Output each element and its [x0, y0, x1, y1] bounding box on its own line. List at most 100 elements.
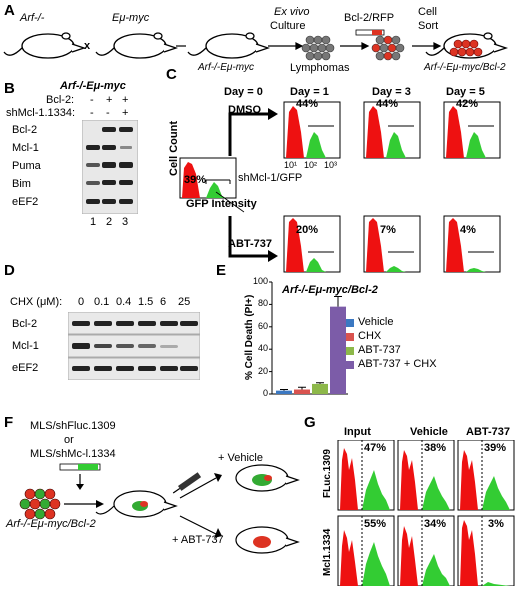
blot-b-image	[82, 120, 138, 214]
cell-label: Cell	[418, 6, 437, 18]
day0-label: Day = 0	[224, 86, 263, 98]
sh-sign-3: +	[122, 107, 129, 119]
lane-2: 2	[106, 216, 113, 228]
blot-b-label-mcl1: Mcl-1	[12, 142, 39, 154]
gfp-intensity-label: GFP Intensity	[186, 198, 257, 210]
legend-label-vehicle: Vehicle	[358, 316, 394, 328]
abt-pct-1: 20%	[296, 224, 319, 236]
e-bar-0	[276, 390, 292, 394]
dmso-pct-1: 44%	[296, 98, 319, 110]
g-pct-r1c1: 47%	[364, 442, 387, 454]
mouse-arf-label: Arf-/-	[20, 12, 45, 24]
blot-d-image	[68, 312, 200, 380]
legend-label-abt: ABT-737	[358, 344, 401, 356]
g-col-vehicle: Vehicle	[410, 426, 448, 438]
legend-label-abt-chx: ABT-737 + CHX	[358, 358, 437, 370]
e-errbar-3	[334, 296, 342, 307]
lane-3: 3	[122, 216, 129, 228]
bar-chart-e	[269, 281, 348, 395]
g-row-mcl1: Mcl1.1334	[322, 528, 333, 576]
mls-fluc-label: MLS/shFluc.1309	[30, 420, 116, 432]
panel-d-label: D	[4, 262, 15, 279]
legend-label-chx: CHX	[358, 330, 382, 342]
panel-g-label: G	[304, 414, 316, 431]
chx-label: CHX (μM):	[10, 296, 63, 308]
panel-b-title: Arf-/-Eμ-myc	[60, 80, 126, 92]
sh-sign-1: -	[90, 107, 94, 119]
e-bar-1	[294, 389, 310, 394]
blot-b-label-bcl2: Bcl-2	[12, 124, 38, 136]
panel-a-label: A	[4, 2, 15, 19]
c-tick-1: 10¹	[284, 160, 298, 170]
shmcl1-row-label: shMcl-1.1334:	[6, 107, 76, 119]
lymphomas-label: Lymphomas	[290, 62, 350, 74]
f-vehicle-label: + Vehicle	[218, 452, 263, 464]
blot-b-label-puma: Puma	[12, 160, 41, 172]
panel-g-histograms	[337, 440, 515, 586]
e-errbar-1	[298, 386, 306, 390]
f-abt-label: + ABT-737	[172, 534, 224, 546]
legend-swatch-vehicle	[346, 319, 354, 327]
c-tick-2: 10²	[304, 160, 318, 170]
day1-label: Day = 1	[290, 86, 329, 98]
panel-b-label: B	[4, 80, 15, 97]
g-pct-r2c1: 55%	[364, 518, 387, 530]
dmso-pct-5: 42%	[456, 98, 479, 110]
dose-1: 0.1	[94, 296, 110, 308]
f-cells-label: Arf-/-Eμ-myc/Bcl-2	[6, 518, 96, 530]
blot-d-label-mcl1: Mcl-1	[12, 340, 39, 352]
e-bar-3	[330, 306, 346, 394]
g-pct-r2c2: 34%	[424, 518, 447, 530]
e-ytick-label-0: 0	[262, 388, 268, 398]
day3-label: Day = 3	[372, 86, 411, 98]
sh-sign-2: -	[106, 107, 110, 119]
panel-f-schematic	[19, 463, 300, 554]
g-pct-r1c2: 38%	[424, 442, 447, 454]
panel-e-title: Arf-/-Eμ-myc/Bcl-2	[282, 284, 378, 296]
culture-label: Culture	[270, 20, 306, 32]
mouse-myc-label: Eμ-myc	[112, 12, 150, 24]
bcl2-sign-1: -	[90, 94, 94, 106]
g-col-abt: ABT-737	[466, 426, 511, 438]
lane-1: 1	[90, 216, 97, 228]
e-bar-2	[312, 383, 328, 394]
legend-swatch-abt-chx	[346, 361, 354, 369]
bcl2-row-label: Bcl-2:	[46, 94, 75, 106]
sort-label: Sort	[418, 20, 439, 32]
e-ytick-label-4: 80	[257, 298, 268, 309]
day0-pct: 39%	[184, 174, 207, 186]
e-ytick-label-2: 40	[257, 343, 268, 354]
or-label: or	[64, 434, 74, 446]
panel-a-schematic	[3, 29, 509, 61]
e-errbar-2	[316, 382, 324, 384]
g-row-fluc: FLuc.1309	[322, 449, 333, 498]
g-pct-r2c3: 3%	[488, 518, 504, 530]
panel-c-histograms	[179, 101, 501, 273]
blot-d-label-bcl2: Bcl-2	[12, 318, 38, 330]
dose-3: 1.5	[138, 296, 154, 308]
cross-symbol: x	[84, 40, 91, 52]
abt-pct-5: 4%	[460, 224, 476, 236]
abt-label: ABT-737	[228, 238, 273, 250]
dose-2: 0.4	[116, 296, 132, 308]
bcl2-sign-3: +	[122, 94, 129, 106]
blot-b-label-bim: Bim	[12, 178, 31, 190]
g-pct-r1c3: 39%	[484, 442, 507, 454]
bcl2-rfp-label: Bcl-2/RFP	[344, 12, 395, 24]
g-col-input: Input	[344, 426, 371, 438]
dose-0: 0	[78, 296, 85, 308]
c-tick-3: 10³	[324, 160, 338, 170]
e-errbar-0	[280, 389, 288, 391]
dose-5: 25	[178, 296, 191, 308]
gfp-annotation: shMcl-1/GFP	[238, 172, 303, 184]
e-ytick-label-1: 20	[257, 365, 268, 376]
dose-4: 6	[160, 296, 167, 308]
ex-vivo-label: Ex vivo	[274, 6, 310, 18]
panel-e-label: E	[216, 262, 227, 279]
arf-myc-bcl2-label: Arf-/-Eμ-myc/Bcl-2	[424, 62, 506, 73]
e-ytick-label-5: 100	[252, 276, 268, 286]
e-ytick-label-3: 60	[257, 320, 268, 331]
legend-swatch-abt	[346, 347, 354, 355]
mls-mcl-label: MLS/shMc-l.1334	[30, 448, 116, 460]
dmso-pct-3: 44%	[376, 98, 399, 110]
